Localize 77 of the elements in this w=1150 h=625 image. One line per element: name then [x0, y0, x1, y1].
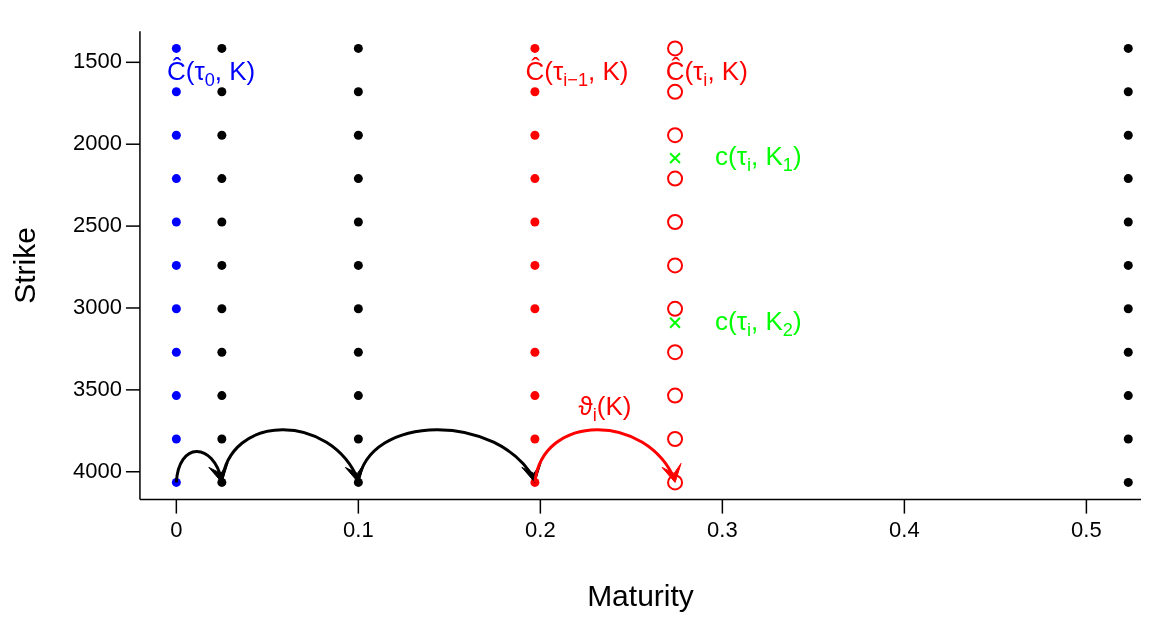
point — [667, 387, 684, 404]
point — [530, 434, 540, 444]
point — [1123, 391, 1133, 401]
point — [171, 347, 181, 357]
point — [353, 260, 363, 270]
point — [530, 391, 540, 401]
point — [530, 130, 540, 140]
point — [217, 260, 227, 270]
point — [217, 391, 227, 401]
point — [353, 87, 363, 97]
x-tick-label: 0.5 — [1071, 516, 1102, 542]
y-tick-label: 2000 — [72, 130, 122, 156]
point — [667, 257, 684, 274]
point — [530, 174, 540, 184]
point — [667, 474, 684, 491]
x-tick-label: 0 — [170, 516, 183, 542]
point — [353, 347, 363, 357]
point — [1123, 304, 1133, 314]
point — [1123, 87, 1133, 97]
point — [171, 217, 181, 227]
x-tick-label: 0.4 — [889, 516, 920, 542]
point — [1123, 217, 1133, 227]
point — [171, 304, 181, 314]
point — [171, 87, 181, 97]
point — [667, 300, 684, 317]
x-tick-label: 0.3 — [707, 516, 738, 542]
point — [353, 130, 363, 140]
point — [353, 434, 363, 444]
y-tick-label: 3500 — [72, 375, 122, 401]
point — [530, 217, 540, 227]
point — [353, 304, 363, 314]
point — [171, 43, 181, 53]
point — [667, 344, 684, 361]
point — [669, 316, 681, 329]
point — [353, 43, 363, 53]
point — [217, 87, 227, 97]
point — [353, 217, 363, 227]
point — [171, 391, 181, 401]
point — [217, 130, 227, 140]
point — [1123, 260, 1133, 270]
point — [171, 174, 181, 184]
point — [530, 87, 540, 97]
point — [171, 434, 181, 444]
point — [217, 174, 227, 184]
point — [667, 431, 684, 447]
y-tick-label: 1500 — [72, 48, 122, 74]
point — [217, 217, 227, 227]
point — [667, 170, 684, 187]
point — [1123, 347, 1133, 357]
point — [1123, 43, 1133, 53]
point — [217, 347, 227, 357]
point — [1123, 434, 1133, 444]
point — [530, 347, 540, 357]
point — [217, 304, 227, 314]
point — [669, 152, 681, 165]
x-tick-label: 0.1 — [343, 516, 374, 542]
point — [530, 43, 540, 53]
y-tick-label: 2500 — [72, 212, 122, 238]
y-axis-title: Strike — [8, 227, 42, 304]
point — [217, 43, 227, 53]
point — [353, 391, 363, 401]
point — [667, 214, 684, 230]
point — [667, 40, 684, 57]
y-tick-label: 4000 — [72, 457, 122, 483]
point — [530, 260, 540, 270]
y-tick-label: 3000 — [72, 294, 122, 320]
point — [530, 304, 540, 314]
point — [667, 127, 684, 144]
point — [171, 260, 181, 270]
x-axis-title: Maturity — [587, 579, 694, 613]
point — [353, 174, 363, 184]
point — [171, 130, 181, 140]
point — [217, 434, 227, 444]
point — [1123, 130, 1133, 140]
point — [1123, 174, 1133, 184]
x-tick-label: 0.2 — [525, 516, 556, 542]
point — [1123, 477, 1133, 487]
